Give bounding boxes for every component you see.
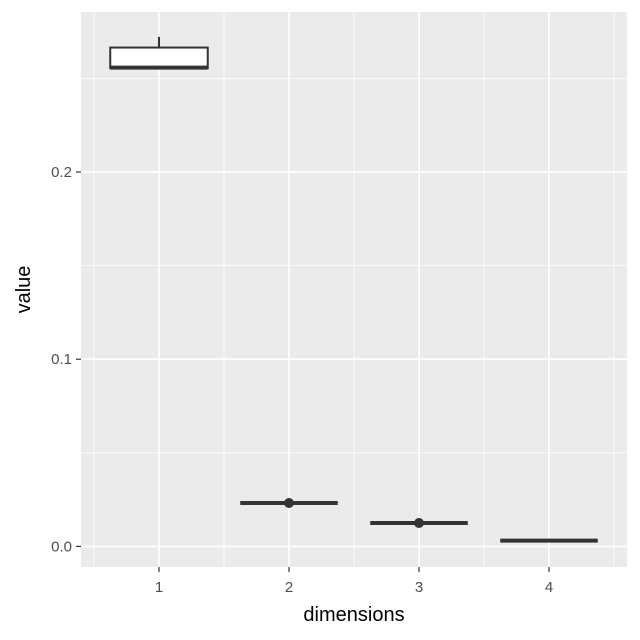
- y-tick-label: 0.1: [51, 351, 72, 368]
- box-3: [370, 518, 468, 529]
- y-tick-label: 0.2: [51, 164, 72, 181]
- boxes: [109, 36, 598, 543]
- box-1: [109, 36, 209, 70]
- x-tick-label: 4: [545, 579, 553, 596]
- grid-minor: [81, 12, 627, 567]
- y-axis: 0.0 0.1 0.2: [51, 164, 81, 555]
- x-tick-label: 2: [285, 579, 293, 596]
- x-axis: 1 2 3 4: [155, 567, 553, 596]
- y-tick-label: 0.0: [51, 538, 72, 555]
- outlier-point: [284, 497, 294, 508]
- x-tick-label: 1: [155, 579, 163, 596]
- grid-major: [81, 12, 627, 567]
- box-2: [240, 497, 338, 508]
- box-iqr: [109, 46, 209, 70]
- outlier-point: [414, 518, 424, 529]
- y-axis-title: value: [13, 266, 35, 314]
- x-tick-label: 3: [415, 579, 423, 596]
- x-axis-title: dimensions: [303, 604, 404, 626]
